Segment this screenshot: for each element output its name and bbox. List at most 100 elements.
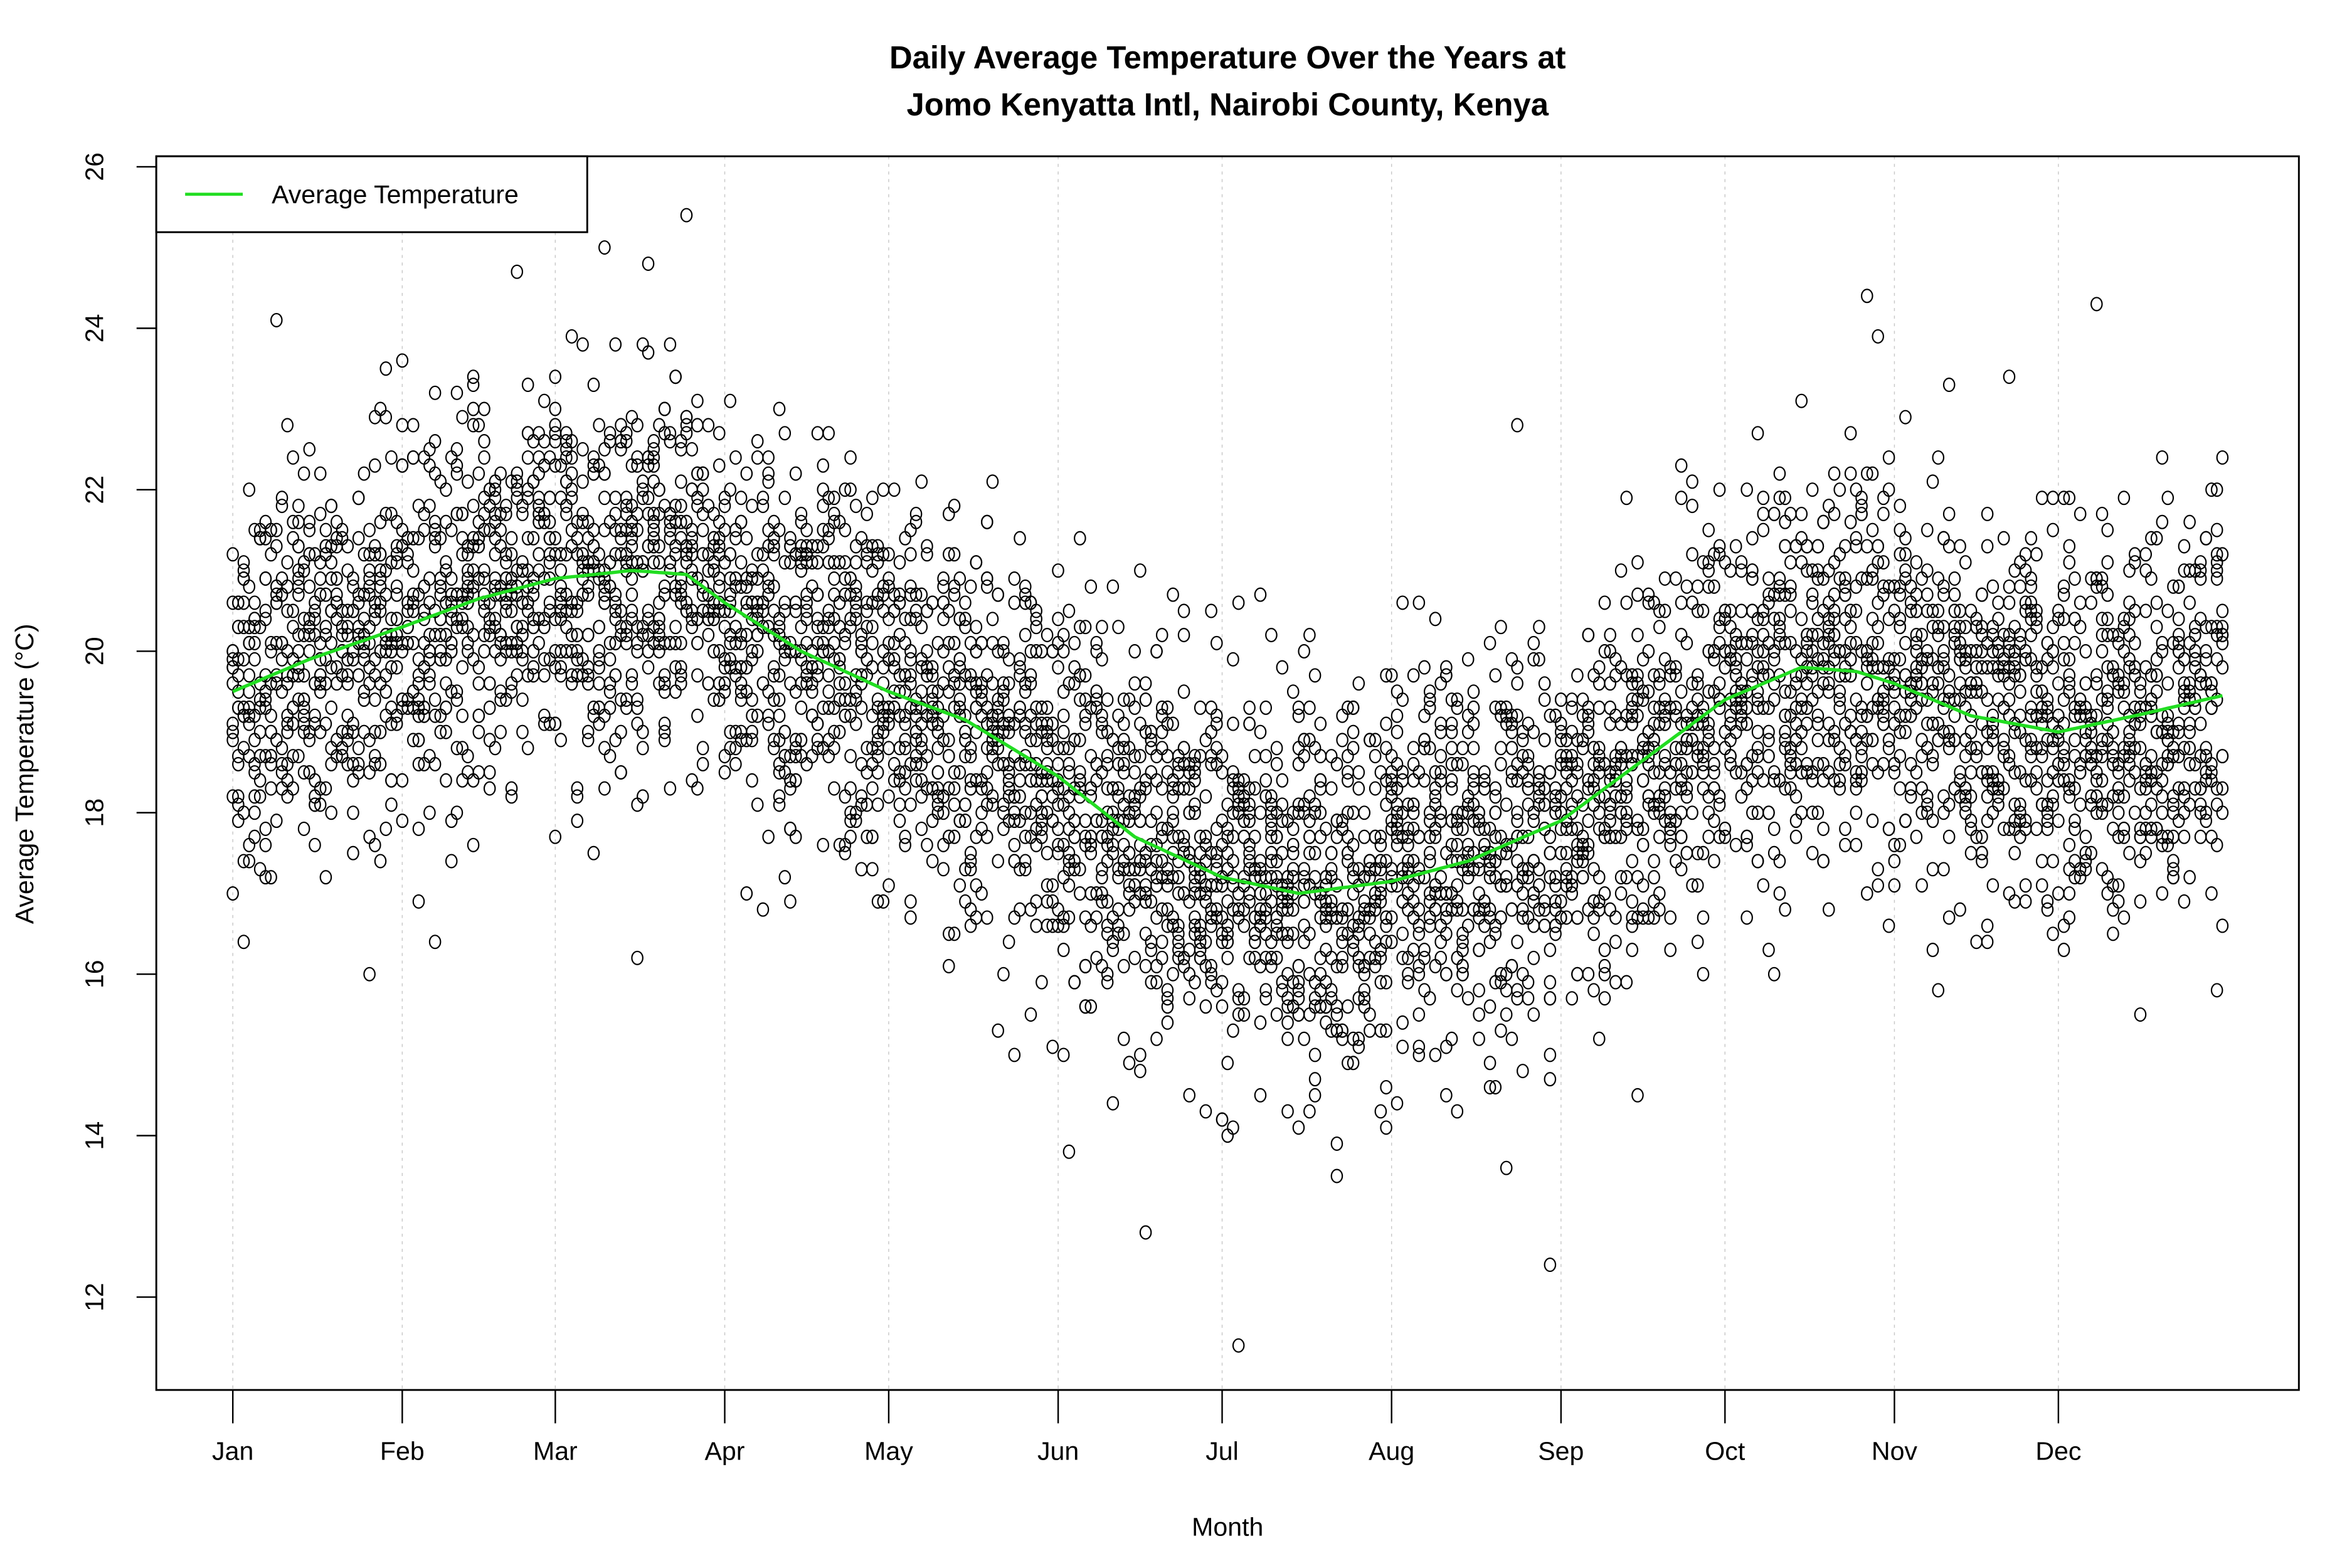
data-point: [1407, 878, 1420, 893]
data-point: [1155, 700, 1168, 715]
data-point: [631, 450, 644, 465]
data-point: [1385, 781, 1398, 796]
data-point: [1801, 676, 1813, 691]
data-point: [336, 522, 349, 538]
data-point: [281, 789, 294, 804]
data-point: [1981, 813, 1994, 829]
data-point: [2047, 716, 2059, 731]
data-point: [1724, 749, 1737, 764]
data-point: [675, 514, 687, 529]
data-point: [1019, 805, 1032, 820]
data-point: [2057, 652, 2070, 667]
data-point: [341, 563, 354, 578]
data-point: [1549, 926, 1562, 941]
data-point: [1648, 870, 1660, 885]
data-point: [1866, 813, 1879, 829]
data-point: [483, 499, 496, 514]
data-point: [1374, 765, 1387, 780]
data-point: [839, 482, 852, 497]
data-point: [1014, 902, 1026, 917]
data-point: [773, 522, 786, 538]
data-point: [1888, 765, 1901, 780]
data-point: [505, 781, 518, 796]
scatter-points: [226, 208, 2229, 1353]
data-point: [1571, 789, 1584, 804]
data-point: [1789, 733, 1803, 748]
data-point: [609, 603, 622, 618]
data-point: [2161, 490, 2175, 506]
data-point: [1041, 716, 1054, 731]
data-point: [1062, 603, 1076, 618]
data-point: [1511, 805, 1523, 820]
data-point: [521, 490, 534, 506]
data-point: [1101, 918, 1114, 933]
data-point: [445, 450, 458, 465]
data-point: [352, 595, 365, 610]
data-point: [248, 652, 261, 667]
data-point: [1270, 756, 1283, 771]
data-point: [2047, 926, 2059, 941]
data-point: [2107, 821, 2119, 836]
data-point: [1380, 975, 1392, 990]
data-point: [734, 692, 748, 707]
data-point: [1320, 943, 1332, 958]
data-point: [445, 522, 458, 538]
data-point: [647, 514, 660, 529]
data-point: [1243, 950, 1256, 965]
data-point: [428, 539, 442, 554]
data-point: [2063, 837, 2076, 852]
data-point: [232, 789, 245, 804]
data-point: [1948, 692, 1961, 707]
data-point: [1052, 781, 1064, 796]
data-point: [1713, 482, 1726, 497]
data-point: [921, 749, 933, 764]
data-point: [1101, 854, 1114, 869]
data-point: [587, 539, 600, 554]
data-point: [275, 684, 289, 699]
data-point: [1249, 935, 1261, 950]
data-point: [418, 603, 431, 618]
data-point: [1347, 724, 1360, 739]
data-point: [1762, 635, 1775, 650]
data-point: [1511, 983, 1523, 998]
data-point: [937, 805, 950, 820]
data-point: [1090, 950, 1103, 965]
data-point: [1024, 1007, 1037, 1022]
data-point: [696, 547, 709, 562]
data-point: [1658, 692, 1671, 707]
data-point: [1303, 1104, 1316, 1119]
data-point: [921, 644, 933, 659]
data-point: [1582, 902, 1595, 917]
data-point: [1041, 878, 1054, 893]
data-point: [1746, 603, 1759, 618]
data-point: [1221, 935, 1234, 950]
data-point: [1565, 886, 1579, 901]
data-point: [532, 426, 545, 441]
data-point: [1429, 878, 1442, 893]
data-point: [1642, 910, 1655, 925]
data-point: [1308, 805, 1322, 820]
data-point: [1522, 991, 1535, 1006]
data-point: [1544, 708, 1557, 723]
data-point: [412, 676, 425, 691]
data-point: [603, 635, 617, 650]
data-point: [789, 829, 802, 844]
data-point: [1915, 878, 1928, 893]
data-point: [1866, 571, 1879, 586]
data-point: [1833, 547, 1846, 562]
data-point: [412, 821, 425, 836]
data-point: [948, 926, 961, 941]
data-point: [1746, 773, 1759, 788]
data-point: [1046, 813, 1059, 829]
data-point: [478, 506, 490, 521]
data-point: [2117, 490, 2131, 506]
data-point: [270, 595, 283, 610]
data-point: [1877, 684, 1890, 699]
data-point: [1762, 805, 1775, 820]
data-point: [1976, 587, 1988, 602]
data-point: [1762, 749, 1775, 764]
data-point: [1784, 756, 1797, 771]
data-point: [1921, 652, 1934, 667]
data-point: [702, 676, 715, 691]
data-point: [1762, 724, 1775, 739]
